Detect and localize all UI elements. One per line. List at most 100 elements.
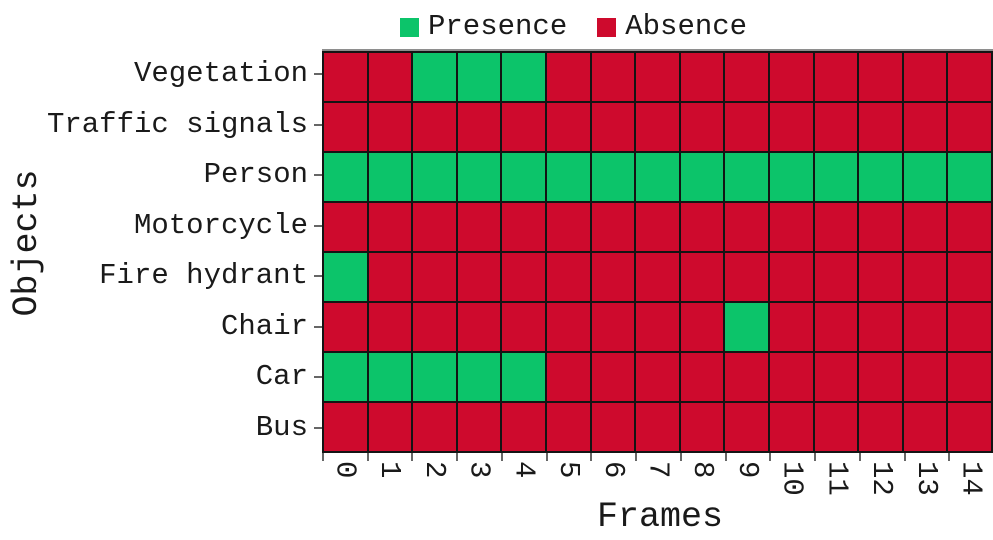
- x-tick-mark: [500, 453, 503, 461]
- cell-person-frame-7: [636, 153, 679, 201]
- cell-traffic-signals-frame-3: [457, 103, 501, 151]
- x-tick-label-2: 2: [417, 461, 451, 479]
- cell-motorcycle-frame-1: [368, 203, 412, 251]
- cell-vegetation-frame-8: [680, 53, 724, 101]
- y-tick-mark: [314, 426, 322, 429]
- cell-chair-frame-4: [502, 303, 545, 351]
- cell-fire-hydrant-frame-10: [769, 253, 813, 301]
- cell-chair-frame-8: [680, 303, 724, 351]
- cell-motorcycle-frame-13: [903, 203, 947, 251]
- cell-fire-hydrant-frame-1: [368, 253, 412, 301]
- cell-person-frame-4: [502, 153, 545, 201]
- x-tick-mark: [322, 453, 324, 461]
- cell-traffic-signals-frame-12: [859, 103, 902, 151]
- x-tick-mark: [724, 453, 727, 461]
- cell-person-frame-9: [725, 153, 768, 201]
- cell-traffic-signals-frame-7: [636, 103, 679, 151]
- cell-vegetation-frame-6: [591, 53, 635, 101]
- cell-traffic-signals-frame-13: [903, 103, 947, 151]
- x-tick-mark: [456, 453, 459, 461]
- y-tick-label-motorcycle: Motorcycle: [133, 208, 308, 242]
- cell-motorcycle-frame-2: [413, 203, 456, 251]
- cell-car-frame-13: [903, 353, 947, 401]
- x-tick-label-5: 5: [552, 461, 586, 479]
- cell-motorcycle-frame-0: [324, 203, 367, 251]
- cell-chair-frame-5: [546, 303, 590, 351]
- legend-item-presence: Presence: [400, 12, 567, 41]
- x-tick-mark: [590, 453, 593, 461]
- legend-item-absence: Absence: [597, 12, 747, 41]
- cell-car-frame-5: [546, 353, 590, 401]
- cell-bus-frame-6: [591, 403, 635, 451]
- cell-car-frame-4: [502, 353, 545, 401]
- cell-traffic-signals-frame-2: [413, 103, 456, 151]
- cell-motorcycle-frame-9: [725, 203, 768, 251]
- cell-bus-frame-11: [814, 403, 858, 451]
- cell-bus-frame-7: [636, 403, 679, 451]
- cell-chair-frame-6: [591, 303, 635, 351]
- x-axis-title: Frames: [596, 497, 724, 537]
- cell-bus-frame-5: [546, 403, 590, 451]
- x-tick-mark: [545, 453, 548, 461]
- cell-vegetation-frame-3: [457, 53, 501, 101]
- cell-bus-frame-13: [903, 403, 947, 451]
- x-tick-label-12: 12: [865, 461, 899, 496]
- y-tick-mark: [314, 224, 322, 227]
- cell-fire-hydrant-frame-14: [948, 253, 991, 301]
- cell-traffic-signals-frame-10: [769, 103, 813, 151]
- y-tick-label-car: Car: [255, 360, 308, 394]
- cell-vegetation-frame-11: [814, 53, 858, 101]
- y-tick-mark: [314, 174, 322, 177]
- heatmap-grid: [324, 53, 991, 451]
- cell-motorcycle-frame-14: [948, 203, 991, 251]
- cell-person-frame-3: [457, 153, 501, 201]
- cell-car-frame-8: [680, 353, 724, 401]
- cell-chair-frame-14: [948, 303, 991, 351]
- cell-traffic-signals-frame-4: [502, 103, 545, 151]
- cell-motorcycle-frame-6: [591, 203, 635, 251]
- cell-chair-frame-2: [413, 303, 456, 351]
- cell-bus-frame-1: [368, 403, 412, 451]
- y-tick-mark: [314, 325, 322, 328]
- x-tick-mark: [769, 453, 772, 461]
- x-tick-label-9: 9: [730, 461, 764, 479]
- cell-car-frame-14: [948, 353, 991, 401]
- cell-traffic-signals-frame-1: [368, 103, 412, 151]
- cell-car-frame-6: [591, 353, 635, 401]
- cell-chair-frame-10: [769, 303, 813, 351]
- cell-traffic-signals-frame-14: [948, 103, 991, 151]
- cell-traffic-signals-frame-6: [591, 103, 635, 151]
- cell-person-frame-6: [591, 153, 635, 201]
- y-tick-mark: [314, 275, 322, 278]
- cell-bus-frame-12: [859, 403, 902, 451]
- cell-fire-hydrant-frame-6: [591, 253, 635, 301]
- cell-bus-frame-4: [502, 403, 545, 451]
- cell-chair-frame-1: [368, 303, 412, 351]
- cell-vegetation-frame-7: [636, 53, 679, 101]
- cell-car-frame-0: [324, 353, 367, 401]
- cell-motorcycle-frame-12: [859, 203, 902, 251]
- x-tick-label-6: 6: [596, 461, 630, 479]
- cell-vegetation-frame-4: [502, 53, 545, 101]
- y-tick-label-bus: Bus: [255, 410, 308, 444]
- cell-person-frame-10: [769, 153, 813, 201]
- x-tick-mark: [814, 453, 817, 461]
- cell-fire-hydrant-frame-3: [457, 253, 501, 301]
- cell-chair-frame-11: [814, 303, 858, 351]
- y-tick-label-person: Person: [203, 158, 308, 192]
- heatmap-plot-area: [322, 49, 993, 453]
- y-tick-label-chair: Chair: [220, 309, 308, 343]
- x-tick-label-13: 13: [909, 461, 943, 496]
- x-tick-label-11: 11: [820, 461, 854, 496]
- cell-motorcycle-frame-5: [546, 203, 590, 251]
- cell-fire-hydrant-frame-13: [903, 253, 947, 301]
- cell-vegetation-frame-13: [903, 53, 947, 101]
- cell-car-frame-1: [368, 353, 412, 401]
- x-tick-label-1: 1: [373, 461, 407, 479]
- cell-vegetation-frame-14: [948, 53, 991, 101]
- x-tick-label-14: 14: [954, 461, 988, 496]
- x-tick-mark: [948, 453, 951, 461]
- cell-motorcycle-frame-8: [680, 203, 724, 251]
- cell-traffic-signals-frame-0: [324, 103, 367, 151]
